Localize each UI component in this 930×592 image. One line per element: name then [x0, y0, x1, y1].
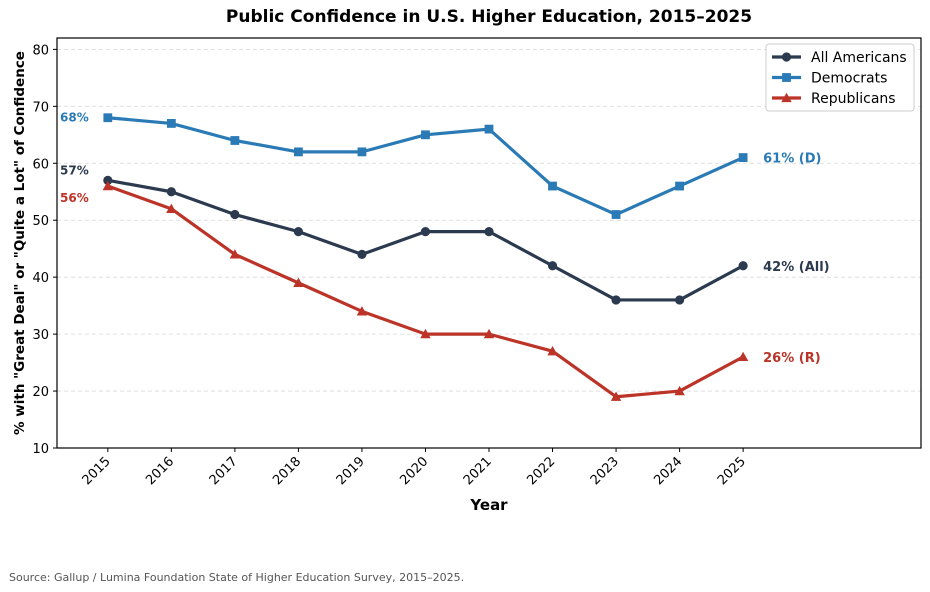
point-republicans-2022: [547, 345, 558, 356]
series-democrats: [103, 113, 748, 219]
plot-frame: [56, 37, 922, 449]
legend: All Americans Democrats Republicans: [765, 43, 915, 112]
x-tick-label: 2017: [207, 454, 241, 488]
point-republicans-2016: [166, 203, 177, 213]
x-tick-label: 2015: [80, 454, 114, 488]
series-line-all-americans: [107, 178, 744, 302]
y-tick-label: 30: [32, 328, 49, 343]
point-republicans-2020: [420, 328, 431, 339]
x-tick-label: 2020: [397, 454, 431, 488]
series-republicans: [102, 180, 749, 401]
point-all-americans-2017: [230, 209, 240, 220]
point-all-americans-2023: [611, 295, 621, 305]
point-republicans-2015: [102, 180, 114, 191]
point-all-americans-2021: [484, 227, 494, 237]
x-tick-label: 2024: [651, 454, 685, 488]
y-tick-label: 40: [32, 271, 49, 286]
point-democrats-2025: [738, 153, 748, 162]
point-republicans-2021: [483, 328, 495, 339]
point-all-americans-2022: [547, 261, 558, 271]
point-democrats-2016: [166, 119, 176, 128]
series-group: [102, 113, 749, 401]
legend-label-democrats: Democrats: [811, 71, 887, 87]
series-all-americans: [103, 175, 748, 305]
source-note: Source: Gallup / Lumina Foundation State…: [9, 571, 465, 584]
point-republicans-2018: [293, 277, 304, 288]
legend-label-all-americans: All Americans: [811, 50, 907, 66]
y-tick-label: 80: [32, 43, 49, 58]
end-label-democrats: 61% (D): [763, 152, 821, 167]
point-all-americans-2025: [738, 261, 748, 271]
legend-marker-republicans: [781, 92, 792, 103]
x-tick-label: 2018: [270, 454, 304, 488]
x-tick-label: 2019: [334, 454, 368, 488]
start-label-republicans: 56%: [60, 191, 89, 205]
point-democrats-2019: [357, 147, 367, 157]
point-republicans-2025: [737, 351, 749, 362]
x-tick-label: 2021: [461, 454, 495, 488]
point-all-americans-2018: [293, 227, 304, 237]
y-axis: 10 20 30 40 50 60 70 80: [32, 43, 57, 457]
y-tick-label: 10: [32, 442, 49, 457]
legend-box: [765, 43, 915, 112]
legend-marker-democrats: [782, 73, 791, 82]
start-label-all-americans: 57%: [60, 163, 89, 177]
y-axis-label: % with "Great Deal" or "Quite a Lot" of …: [12, 51, 28, 435]
point-republicans-2019: [356, 306, 368, 316]
point-democrats-2022: [548, 181, 557, 191]
legend-marker-all-americans: [781, 52, 792, 62]
point-all-americans-2015: [103, 175, 113, 185]
x-tick-label: 2022: [524, 454, 558, 488]
x-tick-label: 2023: [588, 454, 622, 488]
legend-label-republicans: Republicans: [811, 91, 896, 107]
point-republicans-2024: [674, 385, 685, 396]
point-all-americans-2024: [674, 295, 685, 305]
y-tick-label: 70: [32, 100, 49, 115]
data-labels: 57% 42% (All) 68% 61% (D) 56% 26% (R): [60, 111, 830, 366]
chart-title: Public Confidence in U.S. Higher Educati…: [226, 7, 752, 27]
y-tick-label: 20: [32, 385, 49, 400]
start-label-democrats: 68%: [60, 111, 89, 125]
point-democrats-2017: [230, 136, 240, 145]
point-democrats-2018: [294, 147, 303, 157]
series-line-republicans: [107, 184, 744, 399]
x-axis-label: Year: [469, 496, 508, 514]
point-all-americans-2019: [357, 249, 367, 259]
point-republicans-2023: [610, 391, 622, 401]
y-tick-label: 60: [32, 157, 49, 172]
point-democrats-2023: [611, 210, 621, 219]
end-label-republicans: 26% (R): [763, 351, 821, 366]
x-axis: 2015 2016 2017 2018 2019 2020 2021 2022 2023 2024…: [80, 448, 749, 488]
end-label-all-americans: 42% (All): [763, 260, 830, 275]
point-all-americans-2020: [420, 227, 431, 237]
y-tick-label: 50: [32, 214, 49, 229]
point-democrats-2021: [484, 124, 494, 134]
point-all-americans-2016: [166, 187, 176, 197]
point-democrats-2015: [103, 113, 113, 123]
point-republicans-2017: [229, 249, 241, 259]
x-tick-label: 2016: [143, 454, 177, 488]
point-democrats-2020: [421, 130, 430, 140]
x-tick-label: 2025: [715, 454, 749, 488]
point-democrats-2024: [675, 181, 684, 191]
